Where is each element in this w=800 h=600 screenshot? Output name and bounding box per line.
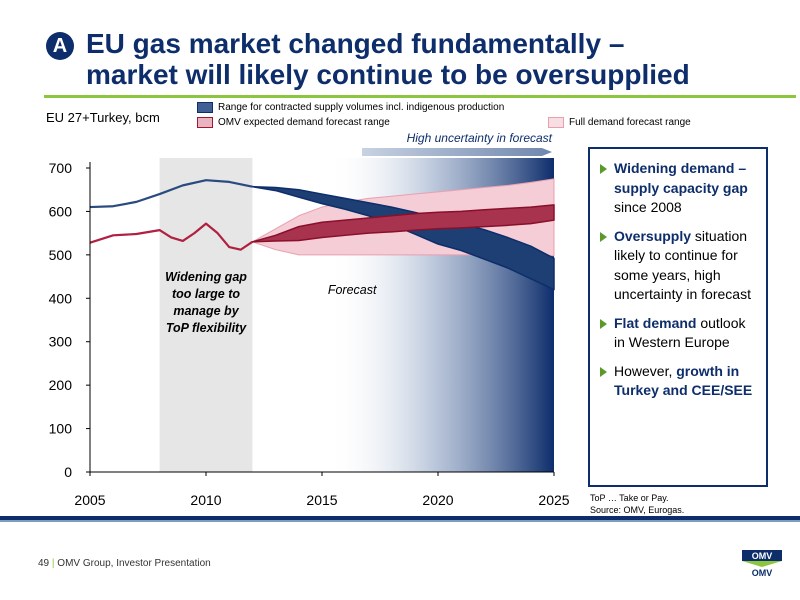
chart-annotation: ToP flexibility	[166, 321, 247, 335]
y-tick-label: 200	[49, 377, 73, 393]
key-point-2-post: situation likely to continue for some ye…	[614, 227, 751, 303]
legend-supply: Range for contracted supply volumes incl…	[197, 102, 504, 113]
legend-omv: OMV expected demand forecast range	[197, 117, 390, 128]
y-tick-label: 100	[49, 421, 73, 437]
footer-text: OMV Group, Investor Presentation	[57, 558, 211, 569]
title-line-1: EU gas market changed fundamentally –	[86, 28, 625, 59]
chart-annotation: manage by	[173, 304, 239, 318]
y-tick-label: 0	[64, 464, 72, 480]
shaded-period	[159, 158, 253, 472]
y-tick-label: 600	[49, 203, 73, 219]
bullet-arrow-icon	[600, 318, 607, 329]
bullet-arrow-icon	[600, 231, 607, 242]
key-point-1-post: since 2008	[614, 199, 682, 215]
uncertainty-arrow: High uncertainty in forecast	[362, 131, 553, 156]
bullet-arrow-icon	[600, 164, 607, 174]
logo-caption: OMV	[752, 568, 773, 576]
x-tick-label: 2020	[422, 492, 453, 508]
title-line-2: market will likely continue to be oversu…	[86, 59, 690, 90]
footnote-source: Source: OMV, Eurogas.	[590, 505, 685, 515]
historical-demand-line	[89, 222, 254, 251]
gas-market-chart: 0 100 200 300 400 500 600 700 2005 2010 2015 2020 20…	[49, 131, 570, 508]
x-tick-label: 2005	[74, 492, 105, 508]
chart-annotation: too large to	[172, 287, 240, 301]
x-tick-label: 2015	[306, 492, 337, 508]
omv-logo: OMV OMV	[742, 550, 782, 576]
legend-supply-label: Range for contracted supply volumes incl…	[218, 102, 505, 113]
footnote-top: ToP … Take or Pay.	[590, 493, 669, 503]
key-point-3-hl: Flat demand	[614, 314, 697, 331]
legend-full-swatch	[548, 117, 564, 128]
footer-band	[0, 516, 800, 520]
key-points-box: Widening demand – supply capacity gap si…	[588, 147, 768, 487]
legend-full: Full demand forecast range	[548, 117, 691, 128]
y-tick-label: 300	[49, 334, 73, 350]
key-point-3: Flat demand outlook in Western Europe	[598, 314, 760, 353]
legend-supply-swatch	[197, 102, 213, 113]
key-point-3-post: outlook in Western Europe	[614, 314, 746, 351]
chart-annotation: Forecast	[328, 283, 377, 297]
footer-separator: |	[51, 558, 58, 569]
footer-band-light	[0, 520, 800, 522]
key-point-1-hl: Widening demand – supply capacity gap	[614, 160, 748, 196]
key-point-2-hl: Oversupply	[614, 227, 692, 244]
chart-annotation: Widening gap	[165, 270, 247, 284]
band-omv-demand	[251, 204, 555, 243]
footnote: ToP … Take or Pay. Source: OMV, Eurogas.	[590, 492, 684, 516]
band-supply	[251, 185, 555, 291]
slide-title: EU gas market changed fundamentally – ma…	[86, 28, 690, 90]
y-tick-label: 500	[49, 247, 73, 263]
y-tick-label: 400	[49, 290, 73, 306]
bullet-arrow-icon	[600, 366, 607, 377]
section-badge: A	[46, 32, 74, 60]
key-point-2: Oversupply situation likely to continue …	[598, 227, 760, 305]
logo-wordmark: OMV	[752, 551, 773, 561]
legend-omv-swatch	[197, 117, 213, 128]
x-tick-label: 2010	[190, 492, 221, 508]
y-tick-label: 700	[49, 160, 73, 176]
footer: 49 | OMV Group, Investor Presentation	[38, 558, 211, 569]
legend-omv-label: OMV expected demand forecast range	[218, 117, 390, 128]
title-underline	[44, 95, 796, 98]
page-number: 49	[38, 558, 50, 569]
key-point-4-pre: However,	[614, 362, 677, 379]
x-tick-label: 2025	[538, 492, 569, 508]
unit-label: EU 27+Turkey, bcm	[46, 110, 160, 125]
key-point-4: However, growth in Turkey and CEE/SEE	[598, 362, 760, 401]
uncertainty-label: High uncertainty in forecast	[407, 131, 553, 145]
legend-full-label: Full demand forecast range	[569, 117, 691, 128]
key-point-4-hl: growth in Turkey and CEE/SEE	[614, 362, 753, 399]
historical-supply-line	[89, 179, 253, 209]
key-point-1: Widening demand – supply capacity gap si…	[598, 159, 760, 218]
